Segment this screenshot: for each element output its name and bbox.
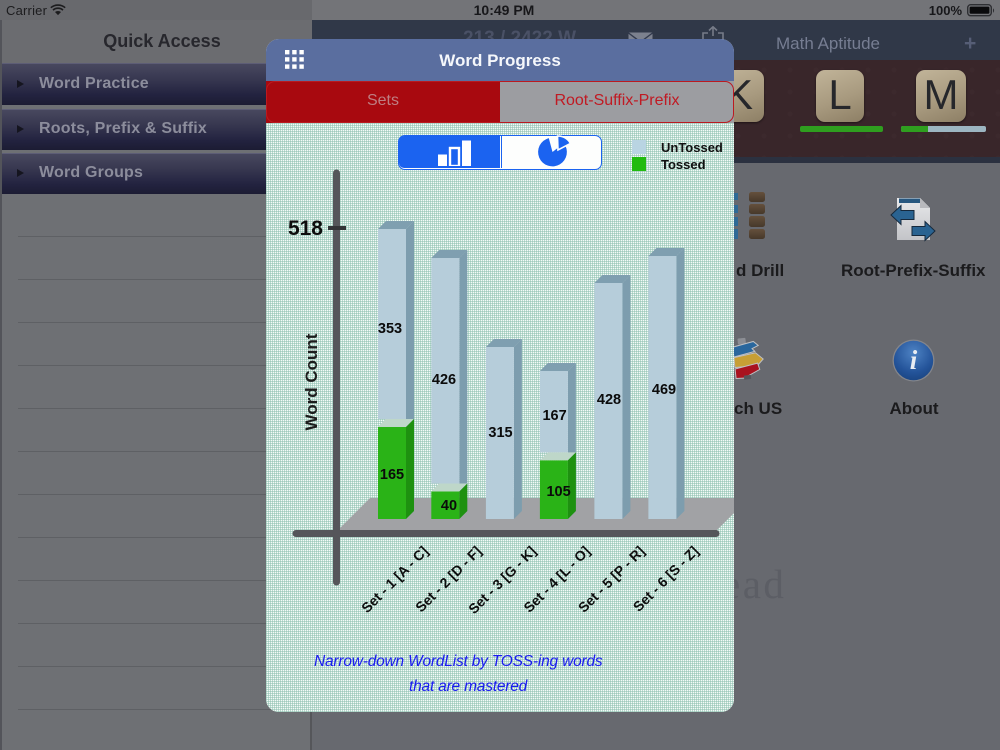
svg-text:167: 167 — [542, 408, 566, 424]
svg-text:that are mastered: that are mastered — [409, 678, 529, 695]
svg-text:105: 105 — [546, 484, 570, 500]
svg-text:165: 165 — [380, 467, 404, 483]
svg-text:518: 518 — [288, 217, 323, 240]
svg-text:Narrow-down WordList by TOSS-i: Narrow-down WordList by TOSS-ing words — [314, 653, 603, 670]
svg-text:Word Count: Word Count — [302, 333, 321, 430]
svg-text:353: 353 — [378, 321, 402, 337]
svg-text:i: i — [910, 345, 918, 375]
svg-text:426: 426 — [432, 372, 456, 388]
svg-text:40: 40 — [441, 498, 457, 514]
svg-text:428: 428 — [597, 392, 621, 408]
svg-text:469: 469 — [652, 382, 676, 398]
svg-text:315: 315 — [488, 425, 512, 441]
